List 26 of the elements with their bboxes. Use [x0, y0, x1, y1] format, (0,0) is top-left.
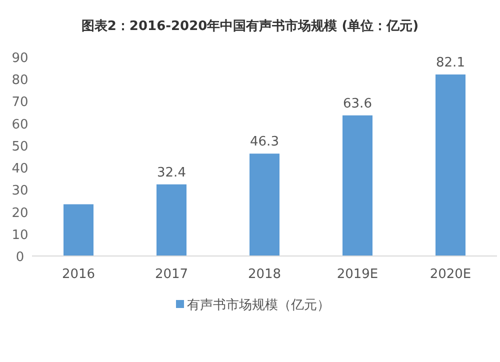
y-tick-label: 80 — [12, 73, 28, 88]
x-tick-label: 2016 — [62, 267, 96, 282]
data-label: 32.4 — [157, 165, 186, 180]
legend-label: 有声书市场规模（亿元） — [187, 298, 330, 313]
y-tick-label: 60 — [12, 117, 28, 132]
y-tick-label: 70 — [12, 95, 28, 110]
bar — [156, 184, 186, 256]
x-tick-label: 2020E — [430, 267, 472, 282]
y-tick-label: 30 — [12, 184, 28, 199]
x-tick-label: 2018 — [248, 267, 282, 282]
y-tick-label: 90 — [12, 51, 28, 66]
bar — [64, 204, 94, 256]
x-tick-label: 2019E — [336, 267, 378, 282]
x-tick-label: 2017 — [154, 267, 188, 282]
y-tick-label: 50 — [12, 139, 28, 154]
y-tick-label: 0 — [16, 250, 24, 265]
y-tick-label: 10 — [12, 228, 28, 243]
chart-title: 图表2：2016-2020年中国有声书市场规模 (单位：亿元) — [81, 18, 419, 34]
data-label: 46.3 — [250, 134, 279, 150]
data-label: 82.1 — [436, 55, 465, 70]
y-tick-label: 20 — [12, 206, 28, 221]
bar — [342, 115, 372, 256]
bar — [250, 154, 280, 256]
data-label: 63.6 — [343, 96, 372, 112]
bar — [436, 74, 466, 256]
y-tick-label: 40 — [12, 162, 28, 177]
